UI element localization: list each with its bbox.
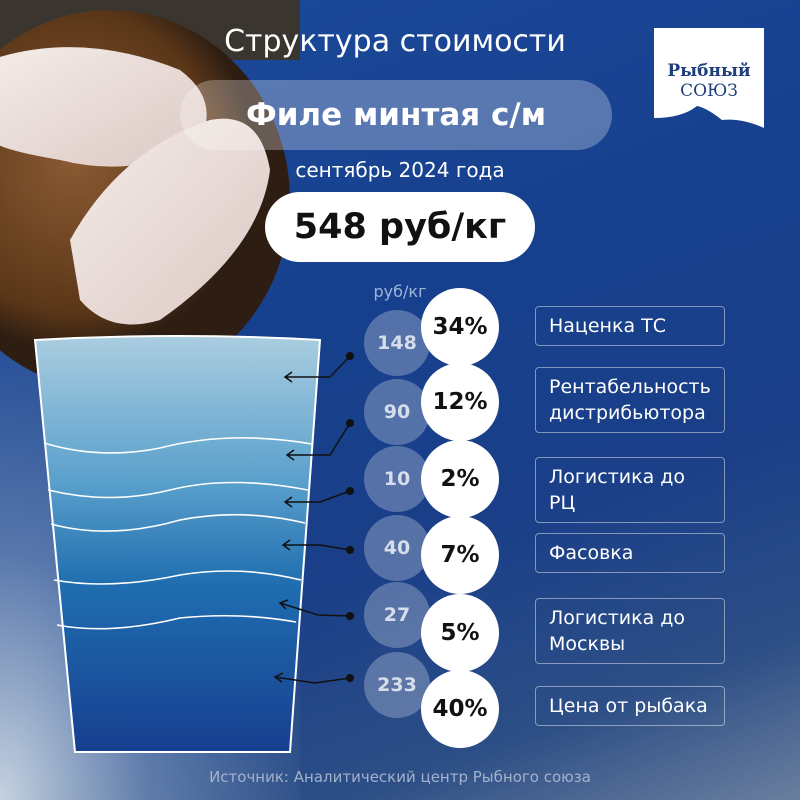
rybny-soyuz-logo: Рыбный СОЮЗ — [652, 28, 766, 128]
unit-label: руб/кг — [373, 282, 427, 301]
value-circle: 10 — [364, 446, 430, 512]
value-circle: 233 — [364, 652, 430, 718]
source-note: Источник: Аналитический центр Рыбного со… — [209, 768, 591, 786]
period-date: сентябрь 2024 года — [295, 158, 505, 182]
value-circle: 90 — [364, 379, 430, 445]
layer-dividers — [43, 437, 313, 630]
arrows — [273, 355, 351, 684]
percent-circle: 2% — [421, 440, 499, 518]
percent-circle: 7% — [421, 516, 499, 594]
percent-circle: 40% — [421, 670, 499, 748]
cost-label: Цена от рыбака — [535, 686, 725, 726]
percent-circle: 34% — [421, 288, 499, 366]
fish-photo — [0, 0, 300, 390]
value-circle: 27 — [364, 582, 430, 648]
svg-text:СОЮЗ: СОЮЗ — [680, 81, 738, 101]
svg-text:Рыбный: Рыбный — [667, 61, 751, 81]
product-name: Филе минтая с/м — [180, 80, 612, 150]
cost-label: Наценка ТС — [535, 306, 725, 346]
cost-label: Фасовка — [535, 533, 725, 573]
total-price: 548 руб/кг — [265, 192, 535, 262]
cost-cup — [33, 335, 354, 753]
percent-circle: 12% — [421, 363, 499, 441]
value-circle: 40 — [364, 515, 430, 581]
arrow-dots — [346, 352, 354, 682]
page-title: Структура стоимости — [224, 24, 566, 59]
cost-label: Рентабельность дистрибьютора — [535, 367, 725, 433]
cost-label: Логистика до Москвы — [535, 598, 725, 664]
value-circle: 148 — [364, 310, 430, 376]
percent-circle: 5% — [421, 594, 499, 672]
cost-label: Логистика до РЦ — [535, 457, 725, 523]
